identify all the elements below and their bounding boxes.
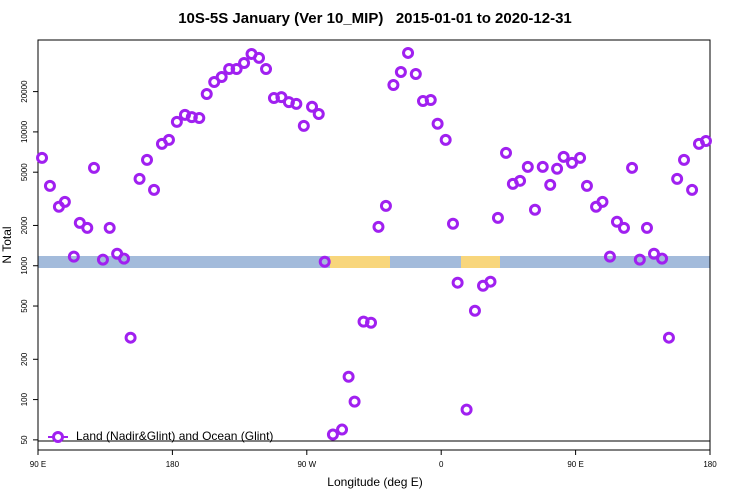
point xyxy=(528,203,541,216)
point xyxy=(260,63,273,76)
point xyxy=(88,161,100,174)
y-axis-label: N Total xyxy=(0,226,14,263)
point xyxy=(617,221,630,234)
point xyxy=(43,179,56,192)
point xyxy=(580,179,593,192)
point xyxy=(491,211,504,224)
point xyxy=(699,135,712,148)
point xyxy=(551,162,564,175)
point xyxy=(514,174,527,187)
point xyxy=(326,428,339,441)
point xyxy=(67,250,80,263)
point xyxy=(318,255,331,268)
point xyxy=(678,153,691,166)
x-tick-label: 90 E xyxy=(30,460,46,469)
x-tick-label: 90 W xyxy=(297,460,316,469)
x-tick-label: 180 xyxy=(703,460,717,469)
point xyxy=(133,172,146,185)
legend-label: Land (Nadir&Glint) and Ocean (Glint) xyxy=(76,429,273,443)
point xyxy=(402,46,415,59)
point xyxy=(141,153,154,166)
point xyxy=(656,252,669,265)
point xyxy=(626,161,639,174)
point xyxy=(297,119,310,132)
point xyxy=(424,94,437,107)
x-tick-label: 0 xyxy=(439,460,444,469)
point xyxy=(394,66,407,79)
point xyxy=(686,183,699,196)
point xyxy=(574,151,587,164)
point xyxy=(379,199,392,212)
point xyxy=(148,183,161,196)
point xyxy=(103,221,116,234)
point xyxy=(230,63,243,76)
y-tick-label: 1000 xyxy=(20,256,29,274)
y-tick-label: 500 xyxy=(20,299,29,313)
point xyxy=(342,370,355,383)
point xyxy=(365,316,378,329)
x-tick-label: 90 E xyxy=(567,460,583,469)
y-tick-label: 50 xyxy=(20,435,29,444)
point xyxy=(81,221,94,234)
point xyxy=(306,100,319,113)
point xyxy=(536,160,549,173)
point xyxy=(312,108,325,121)
point xyxy=(557,150,570,163)
x-axis-label: Longitude (deg E) xyxy=(327,475,422,489)
point xyxy=(460,403,473,416)
y-tick-label: 100 xyxy=(20,392,29,406)
point xyxy=(238,57,251,70)
x-tick-label: 180 xyxy=(166,460,180,469)
y-tick-label: 20000 xyxy=(20,80,29,103)
point xyxy=(162,133,175,146)
y-tick-label: 200 xyxy=(20,352,29,366)
legend-marker xyxy=(52,431,64,443)
point xyxy=(290,97,303,110)
point xyxy=(544,178,557,191)
point xyxy=(648,247,660,260)
point xyxy=(431,117,444,130)
y-tick-label: 10000 xyxy=(20,120,29,143)
point xyxy=(640,221,653,234)
point xyxy=(336,423,349,436)
point xyxy=(521,160,534,173)
plot-frame xyxy=(37,39,711,451)
point xyxy=(633,253,646,266)
point xyxy=(484,275,497,288)
point xyxy=(662,331,675,344)
point xyxy=(451,276,464,289)
chart-title: 10S-5S January (Ver 10_MIP) 2015-01-01 t… xyxy=(178,10,572,27)
point xyxy=(215,71,228,84)
point xyxy=(193,112,206,125)
point xyxy=(348,395,361,408)
point xyxy=(596,195,609,208)
point xyxy=(200,87,213,100)
point xyxy=(439,133,452,146)
y-tick-label: 2000 xyxy=(20,216,29,234)
point xyxy=(610,215,623,228)
point xyxy=(500,146,513,159)
point xyxy=(446,217,459,230)
point xyxy=(468,304,481,317)
point xyxy=(58,195,71,208)
point xyxy=(387,79,400,92)
point xyxy=(372,220,385,233)
y-tick-label: 5000 xyxy=(20,163,29,181)
point xyxy=(603,250,616,263)
point xyxy=(36,151,49,164)
land-ocean-strip xyxy=(38,256,710,268)
point xyxy=(118,252,131,265)
point xyxy=(671,172,684,185)
point xyxy=(253,51,266,64)
point xyxy=(409,67,422,80)
point xyxy=(96,253,109,266)
point xyxy=(170,115,183,128)
point xyxy=(124,331,137,344)
point xyxy=(566,156,579,169)
point xyxy=(223,63,236,76)
